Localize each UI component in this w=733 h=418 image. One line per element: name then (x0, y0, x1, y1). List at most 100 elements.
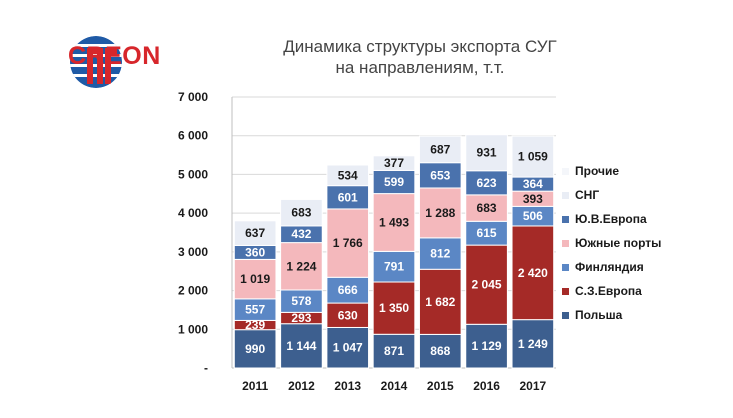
data-label: 666 (338, 283, 358, 297)
bar-segment (465, 170, 508, 196)
data-label: 1 249 (518, 337, 548, 351)
bar-segment (465, 323, 508, 369)
data-label: 1 493 (379, 215, 409, 229)
bar-segment (326, 276, 370, 304)
y-tick-label: 6 000 (178, 129, 208, 143)
data-label: 432 (291, 227, 311, 241)
x-tick-label: 2015 (427, 379, 454, 393)
data-label: 653 (430, 168, 450, 182)
legend-label: СНГ (575, 188, 600, 202)
bar-segment (372, 193, 416, 252)
creon-logo-icon (70, 36, 122, 88)
bar-segment (233, 258, 277, 300)
data-label: 1 059 (518, 150, 548, 164)
bar-segment (326, 164, 370, 187)
bar-segment (465, 134, 508, 172)
legend-swatch (562, 239, 569, 247)
data-label: 364 (523, 177, 543, 191)
data-label: 506 (523, 209, 543, 223)
x-tick-label: 2013 (334, 379, 361, 393)
bar-segment (280, 198, 323, 227)
legend-label: Финляндия (575, 260, 644, 274)
data-label: 534 (338, 168, 358, 182)
data-label: 791 (384, 260, 404, 274)
bar-segment (465, 194, 508, 222)
bar-segment (511, 319, 555, 369)
legend-swatch (562, 263, 569, 271)
data-label: 868 (430, 344, 450, 358)
y-tick-label: 1 000 (178, 322, 208, 336)
legend-item: СНГ (562, 187, 599, 203)
y-tick-label: 2 000 (178, 284, 208, 298)
bar-segment (326, 326, 370, 369)
data-label: 931 (477, 146, 497, 160)
bar-segment (372, 333, 416, 369)
data-label: 601 (338, 190, 358, 204)
legend-swatch (562, 215, 569, 223)
data-label: 1 350 (379, 301, 409, 315)
data-label: 2 420 (518, 266, 548, 280)
bar-segment (418, 135, 462, 164)
legend-item: Польша (562, 307, 622, 323)
legend-item: Южные порты (562, 235, 661, 251)
data-label: 2 045 (472, 278, 502, 292)
bar-segment (418, 268, 462, 335)
y-tick-label: 3 000 (178, 245, 208, 259)
data-label: 1 288 (425, 206, 455, 220)
data-label: 1 224 (286, 259, 316, 273)
x-tick-label: 2017 (520, 379, 547, 393)
data-label: 630 (338, 308, 358, 322)
legend-label: Южные порты (575, 236, 662, 250)
legend-item: С.З.Европа (562, 283, 642, 299)
data-label: 687 (430, 142, 450, 156)
x-tick-label: 2016 (473, 379, 500, 393)
bar-segment (233, 220, 277, 246)
x-tick-label: 2011 (242, 379, 268, 393)
y-tick-label: 4 000 (178, 206, 208, 220)
legend-item: Финляндия (562, 259, 644, 275)
y-tick-label: 5 000 (178, 167, 208, 181)
chart-title: Динамика структуры экспорта СУГ на напра… (250, 36, 590, 78)
bar-segment (372, 250, 416, 283)
legend-swatch (562, 287, 569, 295)
legend-swatch (562, 167, 569, 175)
data-label: 615 (477, 226, 497, 240)
bar-segment (418, 187, 462, 239)
data-label: 623 (477, 176, 497, 190)
x-tick-label: 2012 (288, 379, 315, 393)
data-label: 812 (430, 247, 450, 261)
bar-segment (418, 333, 462, 369)
legend-swatch (562, 191, 569, 199)
data-label: 683 (291, 206, 311, 220)
data-label: 683 (477, 201, 497, 215)
legend-item: Ю.В.Европа (562, 211, 647, 227)
legend-label: Прочие (575, 164, 620, 178)
bar-segment (465, 244, 508, 325)
y-tick-label: - (204, 361, 208, 375)
data-label: 871 (384, 344, 404, 358)
y-tick-label: 7 000 (178, 90, 208, 104)
legend-label: Польша (575, 308, 623, 322)
legend-label: С.З.Европа (575, 284, 642, 298)
data-label: 1 682 (425, 295, 455, 309)
bar-segment (511, 135, 555, 178)
data-label: 1 129 (472, 339, 502, 353)
logo-text: CREON (68, 42, 161, 70)
data-label: 599 (384, 175, 404, 189)
chart-title-line-2: на направлениям, т.т. (335, 58, 505, 77)
legend-label: Ю.В.Европа (575, 212, 647, 226)
data-label: 377 (384, 156, 404, 170)
data-label: 1 766 (333, 236, 363, 250)
bar-segment (418, 237, 462, 270)
data-label: 1 047 (333, 341, 363, 355)
data-label: 293 (291, 311, 311, 325)
data-label: 393 (523, 192, 543, 206)
data-label: 578 (291, 294, 311, 308)
data-label: 239 (245, 318, 265, 332)
x-tick-label: 2014 (381, 379, 408, 393)
data-label: 1 144 (286, 339, 316, 353)
legend-swatch (562, 311, 569, 319)
data-label: 637 (245, 226, 265, 240)
bar-segment (326, 208, 370, 278)
